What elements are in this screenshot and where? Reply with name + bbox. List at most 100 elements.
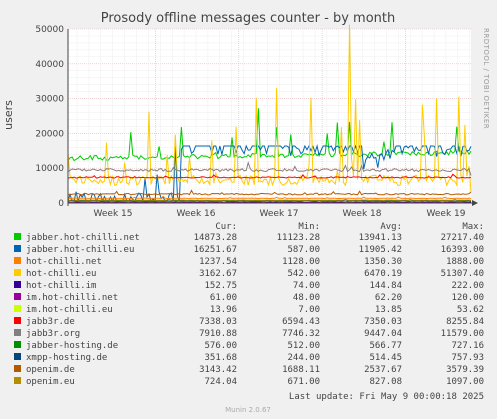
legend-value-avg: 566.77 xyxy=(369,341,402,351)
legend-row: xmpp-hosting.de 351.68 244.00 514.45 757.93 xyxy=(14,353,484,363)
legend-value-avg: 9447.04 xyxy=(364,329,402,339)
legend-value-avg: 827.08 xyxy=(369,377,402,387)
legend-series-name: jabber.hot-chilli.eu xyxy=(26,245,134,255)
y-axis-label: users xyxy=(2,100,15,130)
legend-series-name: hot-chilli.eu xyxy=(26,269,96,279)
y-tick-label: 30000 xyxy=(35,95,64,105)
legend-swatch xyxy=(14,365,21,372)
legend-swatch xyxy=(14,329,21,336)
legend-value-max: 120.00 xyxy=(451,293,484,303)
legend-value-max: 11579.00 xyxy=(441,329,484,339)
plot-area xyxy=(68,29,471,203)
legend-value-avg: 2537.67 xyxy=(364,365,402,375)
legend-value-cur: 14873.28 xyxy=(194,233,237,243)
legend-series-name: hot-chilli.net xyxy=(26,257,102,267)
legend-value-min: 1128.00 xyxy=(282,257,320,267)
legend-swatch xyxy=(14,377,21,384)
legend-row: jabber-hosting.de 576.00 512.00 566.77 727.1… xyxy=(14,341,484,351)
legend-value-cur: 1237.54 xyxy=(199,257,237,267)
legend-value-min: 542.00 xyxy=(287,269,320,279)
legend-value-max: 53.62 xyxy=(457,305,484,315)
legend-series-name: hot-chilli.im xyxy=(26,281,96,291)
legend-value-cur: 152.75 xyxy=(204,281,237,291)
legend-row: openim.de 3143.42 1688.11 2537.67 3579.39 xyxy=(14,365,484,375)
grid xyxy=(68,28,471,203)
munin-version: Munin 2.0.67 xyxy=(225,406,271,414)
x-tick-label: Week 18 xyxy=(343,209,382,219)
legend-row: jabb3r.org 7910.88 7746.32 9447.04 11579.00 xyxy=(14,329,484,339)
legend-value-avg: 6470.19 xyxy=(364,269,402,279)
legend-value-max: 27217.40 xyxy=(441,233,484,243)
watermark: RRDTOOL / TOBI OETIKER xyxy=(482,28,490,129)
x-tick-label: Week 15 xyxy=(94,209,133,219)
legend-row: hot-chilli.net 1237.54 1128.00 1350.30 1888.… xyxy=(14,257,484,267)
legend-value-min: 74.00 xyxy=(293,281,320,291)
legend-value-min: 1688.11 xyxy=(282,365,320,375)
legend-value-avg: 514.45 xyxy=(369,353,402,363)
legend-series-name: openim.eu xyxy=(26,377,75,387)
legend-value-cur: 7338.03 xyxy=(199,317,237,327)
legend-row: hot-chilli.im 152.75 74.00 144.84 222.00 xyxy=(14,281,484,291)
x-tick-label: Week 19 xyxy=(427,209,466,219)
series-line-openim.eu xyxy=(68,198,472,201)
series-line-jabb3r.de xyxy=(67,173,472,179)
y-tick-label: 50000 xyxy=(35,25,64,35)
legend-value-cur: 576.00 xyxy=(204,341,237,351)
series-line-hot-chilli.eu xyxy=(67,24,472,193)
legend-header-min: Min: xyxy=(298,222,320,232)
series-line-jabber.hot-chilli.net xyxy=(67,108,472,162)
legend-value-cur: 61.00 xyxy=(210,293,237,303)
legend-value-avg: 13.85 xyxy=(375,305,402,315)
legend-value-min: 48.00 xyxy=(293,293,320,303)
legend-value-avg: 1350.30 xyxy=(364,257,402,267)
legend-value-max: 727.16 xyxy=(451,341,484,351)
legend-value-avg: 62.20 xyxy=(375,293,402,303)
y-tick-labels: 0 10000 20000 30000 40000 50000 xyxy=(35,25,64,209)
legend-row: jabber.hot-chilli.net 14873.28 11123.28 139… xyxy=(14,233,484,243)
legend-series-name: jabber.hot-chilli.net xyxy=(26,233,140,243)
legend-value-avg: 11905.42 xyxy=(359,245,402,255)
legend-swatch xyxy=(14,281,21,288)
series-line-hot-chilli.net xyxy=(68,195,472,200)
legend-value-min: 671.00 xyxy=(287,377,320,387)
legend-value-max: 3579.39 xyxy=(446,365,484,375)
x-tick-label: Week 16 xyxy=(177,209,216,219)
legend-row: hot-chilli.eu 3162.67 542.00 6470.19 51307.4… xyxy=(14,269,484,279)
legend-value-avg: 13941.13 xyxy=(359,233,402,243)
legend-value-cur: 3162.67 xyxy=(199,269,237,279)
legend-value-max: 16393.00 xyxy=(441,245,484,255)
x-tick-label: Week 17 xyxy=(260,209,299,219)
legend-header-cur: Cur: xyxy=(215,222,237,232)
series-lines xyxy=(67,24,472,204)
legend-value-cur: 7910.88 xyxy=(199,329,237,339)
axes xyxy=(67,29,478,206)
legend-value-min: 244.00 xyxy=(287,353,320,363)
legend-value-cur: 3143.42 xyxy=(199,365,237,375)
y-tick-label: 20000 xyxy=(35,129,64,139)
legend-swatch xyxy=(14,269,21,276)
x-tick-labels: Week 15 Week 16 Week 17 Week 18 Week 19 xyxy=(94,209,466,219)
series-line-openim.de xyxy=(68,189,472,196)
legend-swatch xyxy=(14,233,21,240)
legend-series-name: xmpp-hosting.de xyxy=(26,353,107,363)
legend-header-max: Max: xyxy=(462,222,484,232)
legend: jabber.hot-chilli.net 14873.28 11123.28 139… xyxy=(14,233,484,387)
legend-swatch xyxy=(14,341,21,348)
legend-swatch xyxy=(14,353,21,360)
legend-swatch xyxy=(14,293,21,300)
legend-value-cur: 724.04 xyxy=(204,377,237,387)
legend-series-name: jabb3r.de xyxy=(26,317,75,327)
legend-row: jabb3r.de 7338.03 6594.43 7350.03 8255.84 xyxy=(14,317,484,327)
legend-series-name: im.hot-chilli.net xyxy=(26,293,118,303)
legend-header: Cur: Min: Avg: Max: xyxy=(215,222,484,232)
legend-value-min: 6594.43 xyxy=(282,317,320,327)
legend-row: jabber.hot-chilli.eu 16251.67 587.00 11905.… xyxy=(14,245,484,255)
legend-swatch xyxy=(14,305,21,312)
legend-value-min: 7746.32 xyxy=(282,329,320,339)
y-tick-label: 0 xyxy=(58,199,64,209)
legend-swatch xyxy=(14,257,21,264)
legend-swatch xyxy=(14,245,21,252)
legend-swatch xyxy=(14,317,21,324)
legend-value-cur: 16251.67 xyxy=(194,245,237,255)
